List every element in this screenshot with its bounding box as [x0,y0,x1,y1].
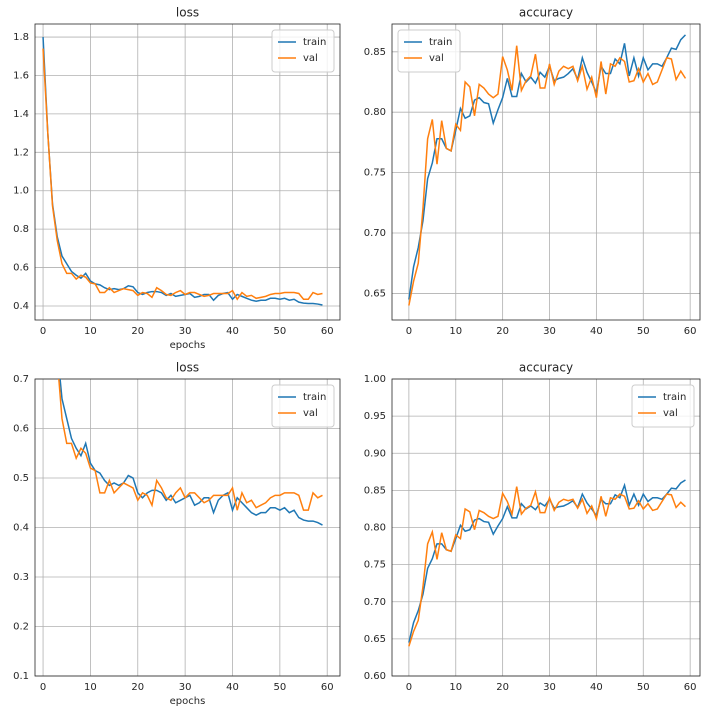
legend-box [397,29,461,73]
y-tick-label: 0.3 [13,572,29,583]
x-tick-label: 10 [449,682,462,693]
x-tick-label: 50 [637,682,650,693]
y-tick-label: 0.4 [13,523,29,534]
y-tick-label: 1.00 [364,374,386,385]
legend-label: val [429,53,444,64]
legend-label: val [303,408,318,419]
x-tick-label: 20 [131,326,144,337]
chart-title: loss [176,6,199,20]
chart-title: accuracy [519,361,573,375]
x-tick-label: 10 [449,326,462,337]
x-tick-label: 0 [40,682,46,693]
x-tick-label: 40 [226,326,239,337]
x-tick-label: 60 [684,326,697,337]
x-tick-label: 40 [590,682,603,693]
y-tick-label: 1.8 [13,32,29,43]
data-line [42,37,323,306]
legend-label: train [303,392,326,403]
legend-label: train [663,392,686,403]
chart-title: loss [176,361,199,375]
y-tick-label: 0.65 [364,634,386,645]
axes-frame [391,23,701,321]
data-line [42,48,323,301]
y-tick-label: 0.85 [364,47,386,58]
y-tick-label: 1.0 [13,186,29,197]
legend-box [631,384,695,428]
legend: train val [631,384,695,428]
x-tick-label: 0 [40,326,46,337]
x-tick-label: 50 [637,326,650,337]
x-tick-label: 0 [406,682,412,693]
x-tick-label: 30 [543,326,556,337]
legend-box [271,29,335,73]
y-tick-label: 0.6 [13,263,29,274]
legend: train val [271,384,335,428]
y-tick-label: 0.60 [364,671,386,682]
y-tick-label: 0.6 [13,424,29,435]
y-tick-label: 0.75 [364,560,386,571]
x-tick-label: 30 [179,682,192,693]
x-axis-label: epochs [170,696,206,707]
subplot: 0 10 20 30 40 50 60 0.60 0.65 0.70 0.75 0.80 0.85 0.9… [364,361,701,693]
y-tick-label: 0.7 [13,374,29,385]
y-tick-label: 0.65 [364,288,386,299]
x-axis-label: epochs [170,340,206,351]
subplot: 0 10 20 30 40 50 60 0.4 0.6 0.8 1.0 1.2 1.4 1.6 1.8 los… [13,6,341,351]
y-tick-label: 0.85 [364,485,386,496]
data-line [408,45,687,306]
x-tick-label: 40 [226,682,239,693]
x-tick-label: 10 [84,326,97,337]
x-tick-label: 10 [84,682,97,693]
legend: train val [397,29,461,73]
x-tick-label: 20 [496,682,509,693]
x-tick-label: 30 [543,682,556,693]
x-tick-label: 40 [590,326,603,337]
legend-label: val [663,408,678,419]
y-tick-label: 0.8 [13,224,29,235]
data-line [59,379,323,526]
legend-label: train [429,37,452,48]
axes-frame [34,23,341,321]
y-tick-label: 0.95 [364,411,386,422]
x-tick-label: 60 [321,682,334,693]
y-tick-label: 0.5 [13,473,29,484]
y-tick-label: 0.80 [364,107,386,118]
legend-box [271,384,335,428]
legend-label: val [303,53,318,64]
x-tick-label: 20 [131,682,144,693]
chart-title: accuracy [519,6,573,20]
y-tick-label: 0.70 [364,597,386,608]
axes-frame [34,378,341,677]
y-tick-label: 0.2 [13,622,29,633]
y-tick-label: 1.6 [13,70,29,81]
x-tick-label: 60 [321,326,334,337]
y-tick-label: 0.70 [364,228,386,239]
legend: train val [271,29,335,73]
y-tick-label: 0.4 [13,301,29,312]
x-tick-label: 30 [179,326,192,337]
y-tick-label: 0.90 [364,448,386,459]
subplot: 0 10 20 30 40 50 60 0.65 0.70 0.75 0.80 0.85 accurac… [364,6,701,337]
x-tick-label: 20 [496,326,509,337]
data-line [58,379,323,511]
y-tick-label: 1.4 [13,109,29,120]
x-tick-label: 50 [273,326,286,337]
subplot: 0 10 20 30 40 50 60 0.1 0.2 0.3 0.4 0.5 0.6 0.7 loss ep… [13,361,341,707]
x-tick-label: 60 [684,682,697,693]
legend-label: train [303,37,326,48]
y-tick-label: 1.2 [13,147,29,158]
x-tick-label: 50 [273,682,286,693]
y-tick-label: 0.1 [13,671,29,682]
axes-frame [391,378,701,677]
x-tick-label: 0 [406,326,412,337]
y-tick-label: 0.80 [364,523,386,534]
y-tick-label: 0.75 [364,168,386,179]
data-line [408,486,686,647]
